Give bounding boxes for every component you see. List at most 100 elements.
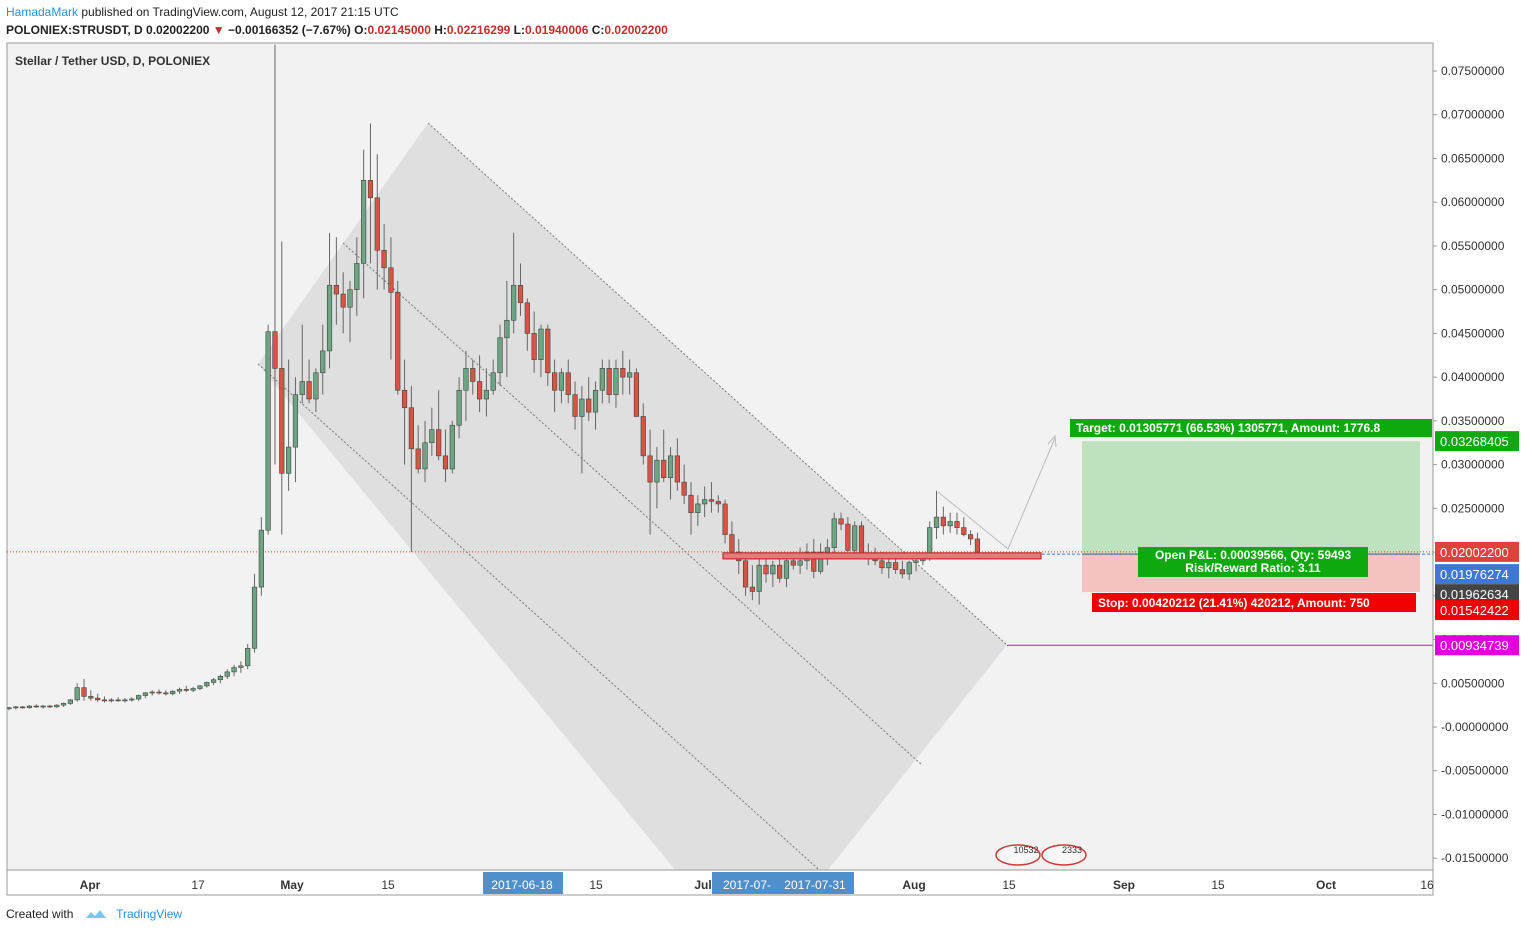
candle (313, 368, 319, 413)
candle-body (640, 416, 646, 457)
candle-body (40, 705, 46, 708)
candle-body (654, 459, 660, 483)
y-tick-label: 0.06000000 (1441, 195, 1505, 209)
candle (422, 420, 428, 483)
candle-body (681, 481, 687, 496)
candle-body (592, 389, 599, 413)
candle-body (33, 705, 39, 708)
candle-body (572, 394, 578, 417)
candle (170, 690, 176, 696)
candle (190, 686, 196, 693)
drawings[interactable]: Target: 0.01305771 (66.53%) 1305771, Amo… (722, 419, 1432, 612)
candle-body (54, 704, 60, 708)
candle (633, 368, 640, 417)
candle-body (811, 551, 817, 572)
price-label-line: 0.00934739 (1435, 635, 1519, 656)
event-badges[interactable]: 10532 2333 (995, 844, 1087, 866)
flag-icon (1041, 844, 1087, 866)
candle-body (899, 569, 906, 575)
candle-body (777, 564, 783, 579)
candle (108, 698, 114, 703)
candle (852, 521, 858, 557)
close-value: 0.02002200 (604, 23, 668, 37)
candle-body (95, 697, 101, 701)
candle-body (961, 527, 967, 535)
candle (101, 696, 108, 703)
price-axis-labels: 0.03268405 0.02002200 0.01976274 0.01962634… (1435, 431, 1519, 656)
candle (674, 438, 680, 491)
candle-body (783, 560, 790, 579)
price-label-box (1435, 541, 1519, 562)
candle-body (129, 698, 135, 701)
candle-body (47, 705, 53, 708)
candle-body (115, 699, 121, 702)
symbol-name: POLONIEX:STRUSDT, D (6, 23, 143, 37)
candle (245, 643, 251, 670)
y-tick-label: 0.06500000 (1441, 151, 1505, 165)
candle-body (81, 687, 87, 697)
candle (306, 359, 312, 404)
candle-body (231, 667, 237, 673)
open-value: 0.02145000 (367, 23, 431, 37)
target-label-box (1070, 419, 1432, 437)
y-tick-label: 0.03000000 (1441, 458, 1505, 472)
candle (524, 298, 530, 351)
y-tick-label: -0.00000000 (1441, 720, 1509, 734)
candle (954, 512, 960, 535)
candle-body (524, 302, 530, 334)
candle-body (217, 675, 224, 681)
candle-body (715, 501, 721, 505)
candle-body (197, 685, 203, 689)
candle-body (367, 180, 374, 199)
candle (722, 499, 728, 544)
candle-body (708, 499, 715, 502)
candle-body (60, 703, 67, 706)
candle (395, 280, 401, 395)
x-tick: 15 (1002, 878, 1016, 892)
candle (947, 512, 953, 533)
candle-body (852, 525, 858, 551)
candle (627, 359, 633, 395)
candle-body (170, 690, 176, 695)
candle-body (661, 459, 667, 479)
candle-body (292, 394, 299, 448)
candle-body (354, 263, 360, 290)
candle (606, 359, 612, 404)
published-text: published on TradingView.com, August 12,… (78, 5, 399, 19)
y-axis[interactable]: 0.07500000 0.07000000 0.06500000 0.06000000… (1433, 64, 1509, 865)
event-badge-count: 10532 (1013, 845, 1038, 855)
candle-body (299, 381, 305, 395)
tradingview-link[interactable]: TradingView (116, 907, 183, 921)
candle-body (565, 372, 571, 395)
x-tick: 2017-06-18 (483, 872, 563, 894)
price-label-text: 0.00934739 (1440, 638, 1509, 653)
candle-body (531, 333, 537, 360)
author-link[interactable]: HamadaMark (6, 5, 79, 19)
candle (667, 447, 674, 500)
candle (20, 706, 26, 709)
candle (176, 687, 183, 694)
target-label: Target: 0.01305771 (66.53%) 1305771, Amo… (1076, 421, 1380, 435)
candle (265, 324, 271, 535)
candle-body (913, 560, 919, 563)
candle-body (190, 688, 196, 691)
candle (592, 381, 599, 430)
projection-path (937, 437, 1056, 550)
candle (470, 359, 476, 395)
low-value: 0.01940006 (524, 23, 589, 37)
candle-body (395, 291, 401, 391)
x-tick-label: Apr (80, 878, 101, 892)
price-label-text: 0.03268405 (1440, 434, 1509, 449)
candle-body (13, 706, 19, 709)
price-label-text: 0.01542422 (1440, 603, 1509, 618)
x-axis[interactable]: Apr 17 May 15 2017-06-18 15 Jul 2017-07- 2017-07… (80, 872, 1434, 894)
candle-body (388, 267, 394, 293)
candle (940, 506, 946, 535)
candle-body (401, 389, 408, 409)
candle (565, 359, 571, 404)
candle-body (817, 551, 824, 572)
candle-body (947, 521, 953, 527)
candle-body (722, 503, 728, 535)
candle-body (906, 562, 912, 575)
